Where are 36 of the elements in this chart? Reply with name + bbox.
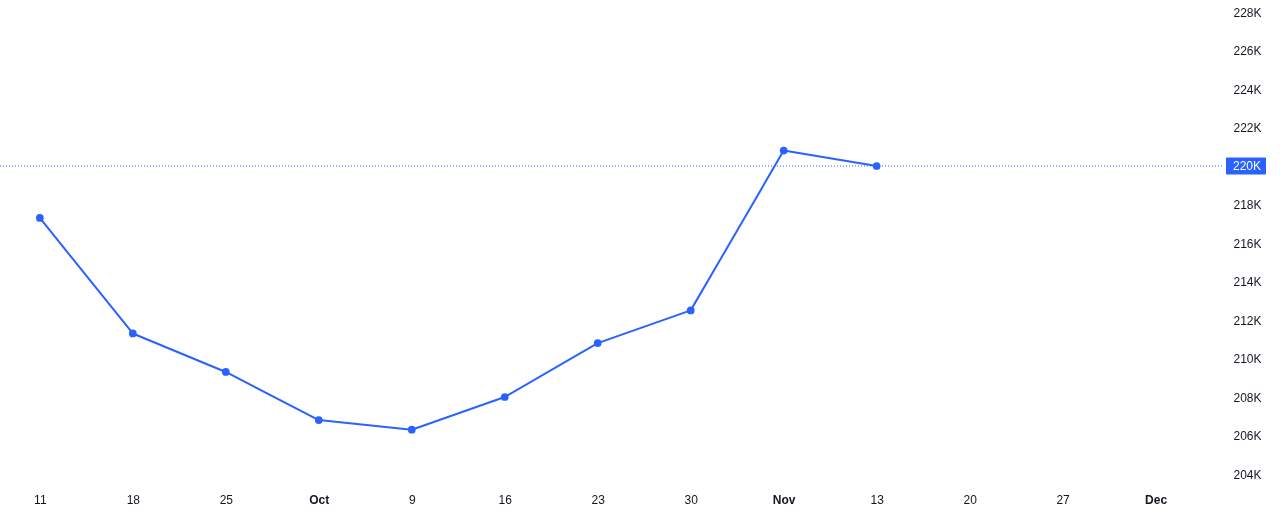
x-tick-label: 13 xyxy=(870,492,885,507)
y-tick-label: 228K xyxy=(1233,5,1262,20)
point xyxy=(35,214,44,222)
y-tick-label: 206K xyxy=(1233,429,1262,443)
y-tick-label: 210K xyxy=(1233,352,1262,366)
point xyxy=(593,339,602,347)
x-tick-label: 25 xyxy=(219,492,234,507)
point xyxy=(221,368,230,376)
x-tick-label: Nov xyxy=(772,492,796,507)
point xyxy=(872,162,881,170)
y-tick-label: 216K xyxy=(1233,236,1262,251)
x-tick-label: 23 xyxy=(591,492,606,507)
point xyxy=(314,416,323,424)
y-tick-label: 226K xyxy=(1233,44,1262,58)
x-tick-label: 16 xyxy=(498,492,513,507)
y-tick-label: 208K xyxy=(1233,390,1262,405)
y-tick-label: 214K xyxy=(1233,275,1262,289)
y-tick-label: 218K xyxy=(1233,198,1262,212)
x-tick-label: 18 xyxy=(126,492,141,507)
point xyxy=(500,393,509,401)
x-tick-label: 30 xyxy=(684,492,699,507)
x-tick-label: 27 xyxy=(1056,492,1071,507)
point xyxy=(779,146,788,155)
point xyxy=(128,329,137,338)
x-tick-label: Oct xyxy=(309,492,330,507)
point xyxy=(407,425,416,434)
y-tick-label: 222K xyxy=(1233,121,1262,135)
ref-line-label: 220K xyxy=(1233,159,1262,173)
x-tick-label: 20 xyxy=(963,492,978,507)
x-tick-label: 9 xyxy=(408,492,416,507)
point xyxy=(686,306,695,315)
y-tick-label: 204K xyxy=(1233,467,1262,482)
x-tick-label: Dec xyxy=(1145,492,1168,507)
x-tick-label: 11 xyxy=(34,492,47,507)
y-tick-label: 212K xyxy=(1233,313,1262,328)
y-tick-label: 224K xyxy=(1233,82,1262,97)
